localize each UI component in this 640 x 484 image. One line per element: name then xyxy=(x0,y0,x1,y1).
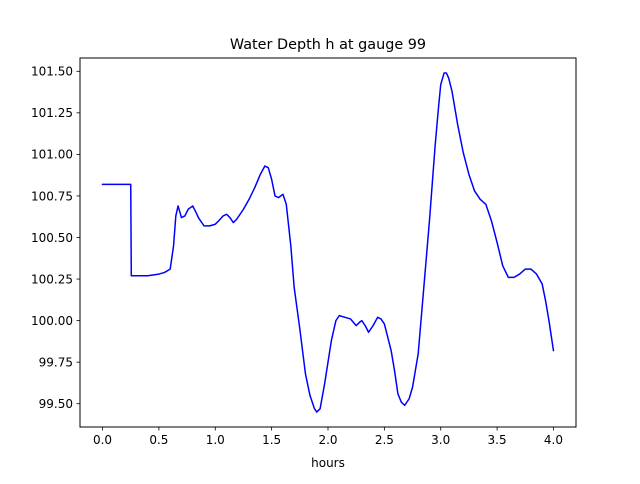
y-tick-label: 101.25 xyxy=(31,106,73,120)
x-tick-label: 2.5 xyxy=(375,433,394,447)
series-line xyxy=(101,72,555,413)
y-tick-label: 100.00 xyxy=(31,314,73,328)
x-tick-label: 4.0 xyxy=(544,433,563,447)
chart-title: Water Depth h at gauge 99 xyxy=(230,37,426,53)
y-tick-label: 99.75 xyxy=(39,355,73,369)
y-tick-label: 101.50 xyxy=(31,65,73,79)
y-tick-label: 101.00 xyxy=(31,148,73,162)
ticks-layer: 0.0 0.5 1.0 1.5 2.0 2.5 3.0 3.5 4.0 99.50 99.75 100… xyxy=(31,65,563,447)
x-tick-label: 2.0 xyxy=(318,433,337,447)
x-tick-label: 1.0 xyxy=(206,433,225,447)
x-tick-label: 0.0 xyxy=(93,433,112,447)
y-tick-label: 100.25 xyxy=(31,272,73,286)
y-tick-label: 100.75 xyxy=(31,189,73,203)
x-axis-label: hours xyxy=(311,456,345,470)
x-tick-label: 3.0 xyxy=(431,433,450,447)
plot-frame xyxy=(79,57,577,428)
x-tick-label: 3.5 xyxy=(488,433,507,447)
plot-layer xyxy=(101,72,555,413)
x-tick-label: 0.5 xyxy=(149,433,168,447)
x-tick-label: 1.5 xyxy=(262,433,281,447)
y-tick-label: 99.50 xyxy=(39,397,73,411)
y-tick-label: 100.50 xyxy=(31,231,73,245)
